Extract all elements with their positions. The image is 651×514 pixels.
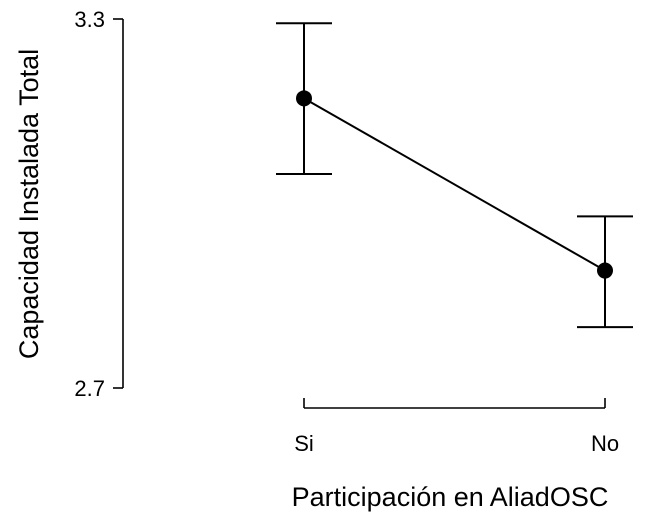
y-axis-title: Capacidad Instalada Total [14,49,44,359]
series-line [303,97,606,272]
x-tick-label: No [591,431,619,456]
series-layer [276,22,633,329]
x-axis: Si No [294,398,619,456]
data-point [597,262,613,279]
x-axis-title: Participación en AliadOSC [292,482,609,512]
y-tick-label: 3.3 [74,7,105,32]
y-axis: 3.3 2.7 [74,7,124,401]
y-tick-label: 2.7 [74,376,105,401]
data-point [296,90,312,107]
x-tick-label: Si [294,431,314,456]
